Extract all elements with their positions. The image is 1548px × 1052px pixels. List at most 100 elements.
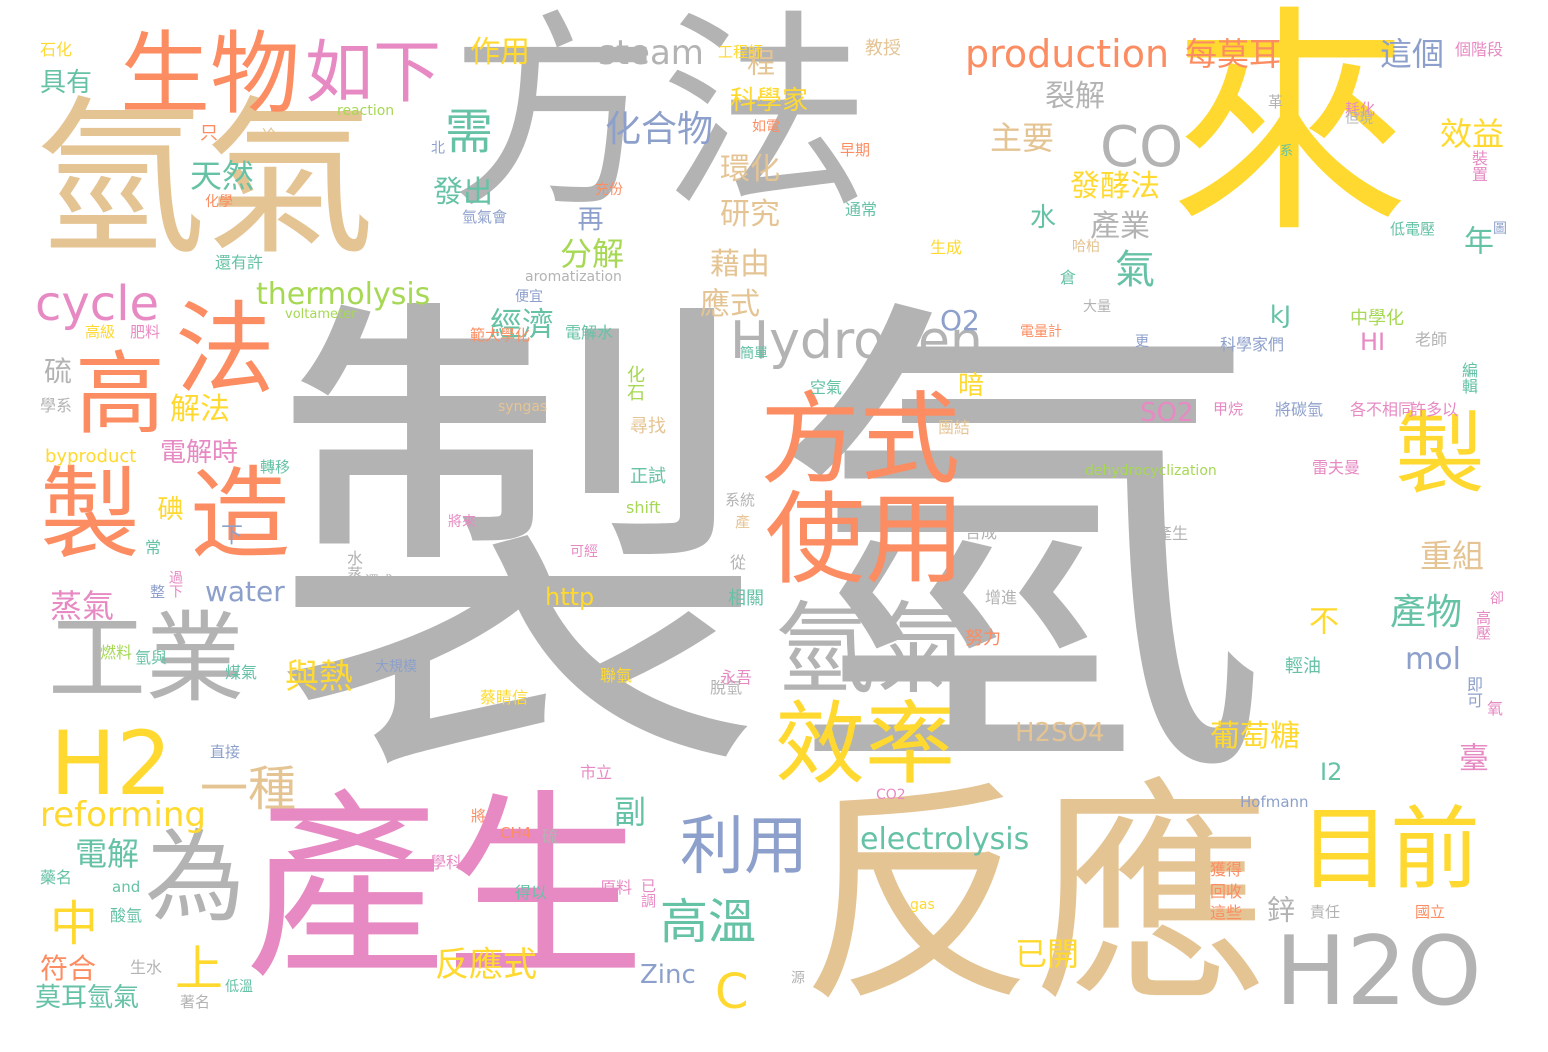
cloud-word: 分解 [560, 235, 625, 273]
cloud-word: 碘 [153, 495, 183, 521]
cloud-word: 生物 [120, 22, 300, 127]
cloud-word: 為 [145, 819, 245, 936]
cloud-word: 源 [789, 970, 805, 984]
cloud-word: 反應式 [435, 945, 537, 985]
cloud-word: 利用 [680, 810, 808, 884]
cloud-word: 製氫 [268, 259, 1268, 841]
cloud-word: 許多以 [1410, 400, 1459, 419]
cloud-word: 整 [150, 583, 166, 601]
cloud-word: 經濟 [490, 305, 555, 343]
cloud-word: 蔡睛信 [480, 688, 529, 707]
cloud-word: cycle [35, 276, 160, 332]
cloud-word: 革 [1268, 93, 1284, 111]
cloud-word: 雷夫曼 [1312, 458, 1361, 477]
cloud-word: 副 [609, 795, 647, 827]
cloud-word: 市立 [580, 763, 613, 782]
cloud-word: 目前 [1300, 797, 1480, 902]
cloud-word: 各不相同 [1350, 400, 1415, 419]
cloud-word: 大量 [1083, 299, 1111, 315]
cloud-word: 甲烷 [1213, 400, 1244, 418]
cloud-word: 解法 [170, 392, 230, 427]
cloud-word: 所產生 [1140, 524, 1189, 543]
cloud-word: 石化 [40, 40, 73, 59]
cloud-word: 系 [1280, 144, 1294, 159]
cloud-word: 獲得 [1210, 860, 1243, 879]
cloud-word: 低溫 [225, 979, 253, 995]
cloud-word: 氫氣 [775, 591, 975, 708]
cloud-word: gas [910, 897, 935, 913]
cloud-word: 系統 [725, 491, 756, 509]
cloud-word: 氫氣會 [462, 208, 508, 226]
cloud-word: 相關 [728, 588, 764, 609]
cloud-word: 蒸氣 [50, 587, 115, 625]
cloud-word: 效益 [1440, 115, 1505, 153]
cloud-word: 教授 [865, 38, 901, 59]
cloud-word: 作用 [470, 35, 530, 70]
cloud-word: 哈柏 [1072, 239, 1100, 255]
cloud-word: 生成 [930, 238, 963, 257]
cloud-word: 一種 [200, 761, 297, 817]
cloud-word: water [205, 575, 285, 608]
cloud-word: 方式 [760, 381, 960, 498]
cloud-word: 回收 [1210, 882, 1243, 901]
cloud-word: 空氣 [810, 378, 843, 397]
cloud-word: 高溫 [660, 894, 757, 950]
cloud-word: 更 [1135, 334, 1149, 350]
cloud-word: CH4 [500, 824, 532, 842]
cloud-word: 可經 [570, 544, 598, 560]
cloud-word: 常 [145, 538, 162, 557]
cloud-word: voltameter [285, 307, 357, 322]
cloud-word: 環化 [720, 152, 780, 187]
cloud-word: 法 [175, 291, 275, 408]
cloud-word: 產 [735, 513, 751, 531]
cloud-word: dehydrocyclization [1085, 463, 1217, 479]
cloud-word: 高壓 [1474, 610, 1492, 640]
cloud-word: reaction [337, 103, 395, 119]
cloud-word: Hofmann [1240, 793, 1309, 811]
cloud-word: 鋅 [1263, 895, 1296, 923]
cloud-word: 年 [1458, 225, 1493, 255]
cloud-word: 原料 [600, 878, 633, 897]
cloud-word: 低電壓 [1390, 220, 1436, 238]
cloud-word: I2 [1320, 758, 1343, 786]
cloud-word: mol [1405, 642, 1461, 677]
cloud-word: Hydrogen [730, 311, 983, 371]
cloud-word: 來 [1170, 0, 1411, 265]
cloud-word: 工業 [48, 602, 245, 716]
cloud-word: 電解 [75, 835, 140, 873]
cloud-word: electrolysis [860, 822, 1030, 857]
cloud-word: 中 [50, 896, 99, 952]
cloud-word: 如電 [752, 119, 780, 135]
cloud-word: 氣 [1115, 247, 1155, 293]
cloud-word: 肥料 [130, 323, 161, 341]
cloud-word: 不 [1303, 605, 1338, 635]
cloud-word: 中學化 [1350, 308, 1404, 329]
cloud-word: 每莫耳 [1185, 35, 1282, 73]
cloud-word: 水蒸 [344, 550, 363, 582]
cloud-word: 產生 [245, 773, 646, 1006]
cloud-word: 學系 [40, 396, 73, 415]
cloud-word: 尋找 [630, 416, 666, 437]
cloud-word: thermolysis [256, 277, 431, 312]
cloud-word: 合成 [965, 523, 998, 542]
cloud-word: 裝置 [1469, 150, 1488, 182]
cloud-word: 煤氣 [225, 663, 258, 682]
cloud-word: 範大學化 [470, 326, 531, 344]
cloud-word: 即可 [1464, 676, 1483, 708]
cloud-word: 正試 [630, 466, 666, 487]
cloud-word: 冷 [262, 126, 278, 144]
cloud-word: 具有 [40, 68, 93, 98]
cloud-word: 水 [1030, 203, 1057, 233]
cloud-word: 便宜 [515, 289, 543, 305]
cloud-word: 但現 [1345, 111, 1373, 127]
cloud-word: 電量計 [1020, 324, 1062, 340]
cloud-word: 已開 [1015, 935, 1080, 973]
cloud-word: H2 [50, 712, 173, 815]
cloud-word: 莫耳氫氣 [35, 983, 140, 1013]
cloud-word: 臺 [1453, 742, 1488, 772]
cloud-word: 產物 [1390, 592, 1463, 633]
cloud-word: 永吾 [720, 668, 753, 687]
cloud-word: 卻 [1490, 591, 1504, 607]
cloud-word: 使用 [765, 481, 965, 598]
cloud-word: 大規模 [375, 659, 417, 675]
